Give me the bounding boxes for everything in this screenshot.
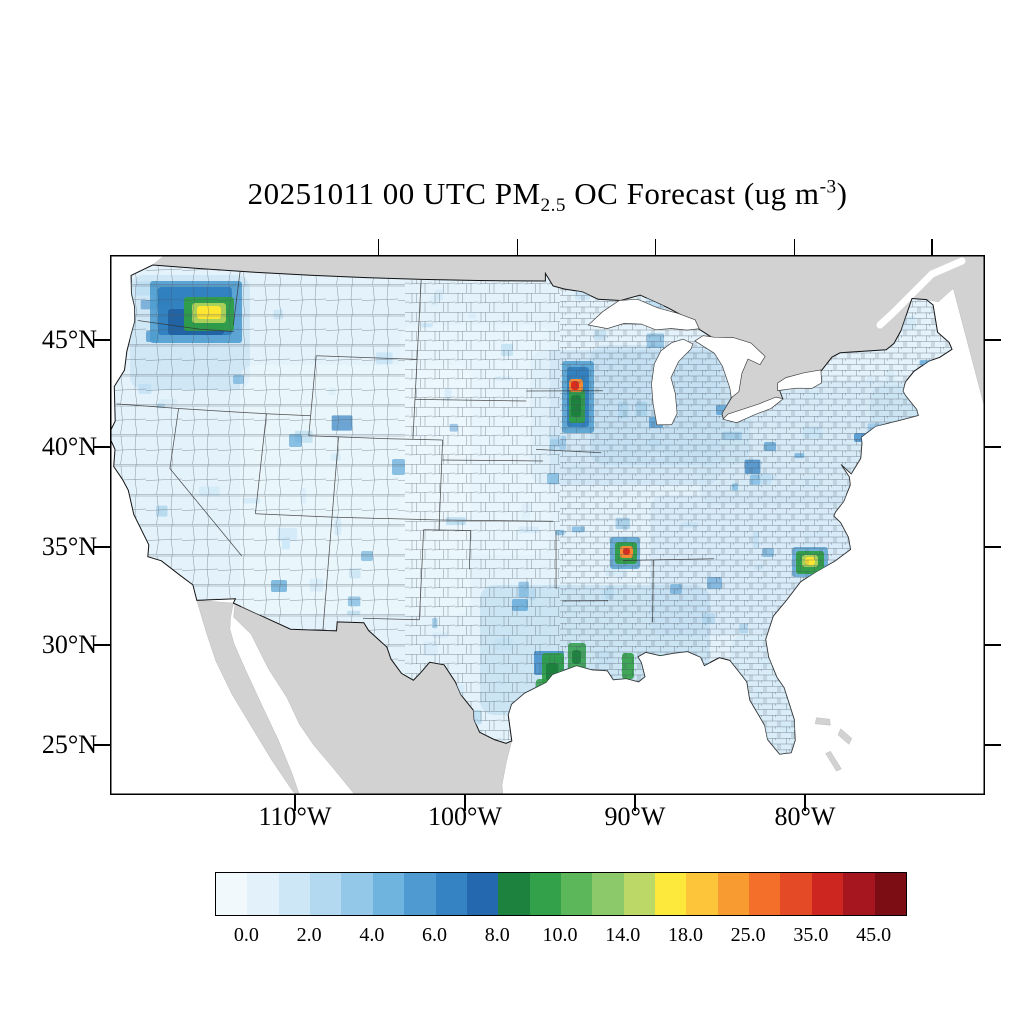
colorbar-tick-label: 2.0 (296, 924, 322, 946)
colorbar-tick-label: 0.0 (233, 924, 259, 946)
axis-tick-right (985, 446, 1001, 448)
conus-choropleth-map (110, 255, 985, 795)
axis-tick-top (654, 239, 657, 255)
non-us-landmass (110, 255, 985, 795)
axis-tick-top (931, 239, 933, 255)
colorbar-tick-label: 8.0 (484, 924, 510, 946)
axis-tick-top (516, 239, 519, 255)
axis-tick-right (985, 744, 1001, 746)
colorbar-tick-label: 18.0 (667, 924, 703, 946)
colorbar-segment (466, 873, 499, 915)
colorbar-segment (592, 873, 624, 915)
colorbar-segment (278, 873, 311, 915)
colorbar-segment (216, 873, 248, 915)
title-superscript: -3 (819, 176, 837, 198)
colorbar-segment (529, 873, 561, 915)
colorbar-tick-label: 6.0 (422, 924, 448, 946)
colorbar-segment (655, 873, 687, 915)
axis-tick-bottom (464, 795, 466, 811)
axis-tick-left (94, 744, 110, 746)
colorbar-segment (686, 873, 718, 915)
title-text: OC Forecast (ug m (566, 176, 820, 211)
colorbar-segment (498, 873, 530, 915)
axis-tick-right (985, 644, 1001, 646)
colorbar-segment (435, 873, 467, 915)
colorbar-segment (843, 873, 875, 915)
colorbar-tick-label: 4.0 (359, 924, 385, 946)
colorbar-segment (874, 873, 906, 915)
great-lakes (587, 298, 822, 426)
colorbar-tick-label: 45.0 (856, 924, 892, 946)
lat-axis-label: 45°N (41, 325, 97, 354)
colorbar-segment (372, 873, 405, 915)
title-text: ) (836, 176, 848, 211)
colorbar-segment (780, 873, 812, 915)
lat-axis-label: 25°N (41, 730, 97, 759)
axis-tick-top (793, 239, 796, 255)
axis-tick-bottom (294, 795, 296, 811)
colorbar-segment (341, 873, 373, 915)
lat-axis-label: 35°N (41, 532, 97, 561)
axis-tick-top (377, 239, 380, 255)
colorbar-segment (749, 873, 781, 915)
colorbar-segment (560, 873, 593, 915)
lat-axis-label: 40°N (41, 432, 97, 461)
colorbar-segment (623, 873, 656, 915)
colorbar-segment (717, 873, 750, 915)
title-text: 20251011 00 UTC PM (247, 176, 541, 211)
axis-tick-right (985, 339, 1001, 341)
axis-tick-left (94, 446, 110, 448)
axis-tick-right (985, 546, 1001, 548)
lat-axis-label: 30°N (41, 630, 97, 659)
axis-tick-bottom (634, 795, 636, 811)
colorbar-segment (811, 873, 844, 915)
colorbar-segment (310, 873, 342, 915)
axis-tick-left (94, 546, 110, 548)
axis-tick-bottom (804, 795, 806, 811)
colorbar-segment (404, 873, 436, 915)
colorbar (215, 872, 907, 916)
axis-tick-left (94, 339, 110, 341)
state-borders (116, 271, 715, 631)
colorbar-tick-label: 10.0 (542, 924, 578, 946)
colorbar-tick-label: 14.0 (605, 924, 641, 946)
colorbar-segment (247, 873, 279, 915)
map-frame (110, 255, 985, 795)
colorbar-tick-label: 25.0 (730, 924, 766, 946)
title-subscript: 2.5 (540, 195, 567, 217)
figure-title: 20251011 00 UTC PM2.5 OC Forecast (ug m-… (110, 176, 985, 217)
axis-tick-left (94, 644, 110, 646)
colorbar-tick-label: 35.0 (793, 924, 829, 946)
